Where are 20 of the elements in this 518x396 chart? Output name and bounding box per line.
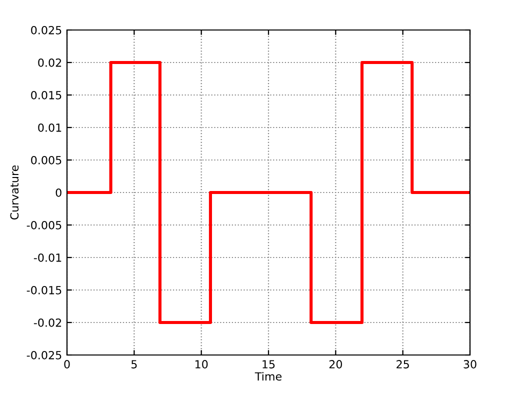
x-axis-title: Time: [254, 372, 282, 381]
y-tick-label: 0.015: [31, 90, 62, 100]
y-tick-label: -0.025: [26, 350, 62, 360]
x-tick-label: 30: [464, 360, 476, 368]
y-tick-label: -0.01: [34, 253, 62, 262]
y-tick-label: 0.025: [31, 26, 62, 34]
x-tick-label: 20: [329, 360, 342, 368]
x-tick-label: 5: [131, 360, 137, 368]
y-tick-label: 0.02: [38, 58, 62, 67]
y-axis-title: Curvature: [10, 165, 19, 220]
y-tick-label: 0.01: [38, 123, 62, 132]
x-tick-label: 10: [195, 360, 208, 368]
y-tick-label: -0.015: [26, 286, 62, 294]
x-tick-label: 15: [262, 360, 275, 368]
x-tick-label: 25: [396, 360, 409, 368]
y-tick-label: -0.005: [26, 220, 62, 230]
y-tick-label: -0.02: [34, 318, 62, 327]
y-tick-label: 0: [56, 188, 62, 197]
x-tick-label: 0: [64, 360, 70, 368]
y-tick-label: 0.005: [31, 156, 62, 164]
